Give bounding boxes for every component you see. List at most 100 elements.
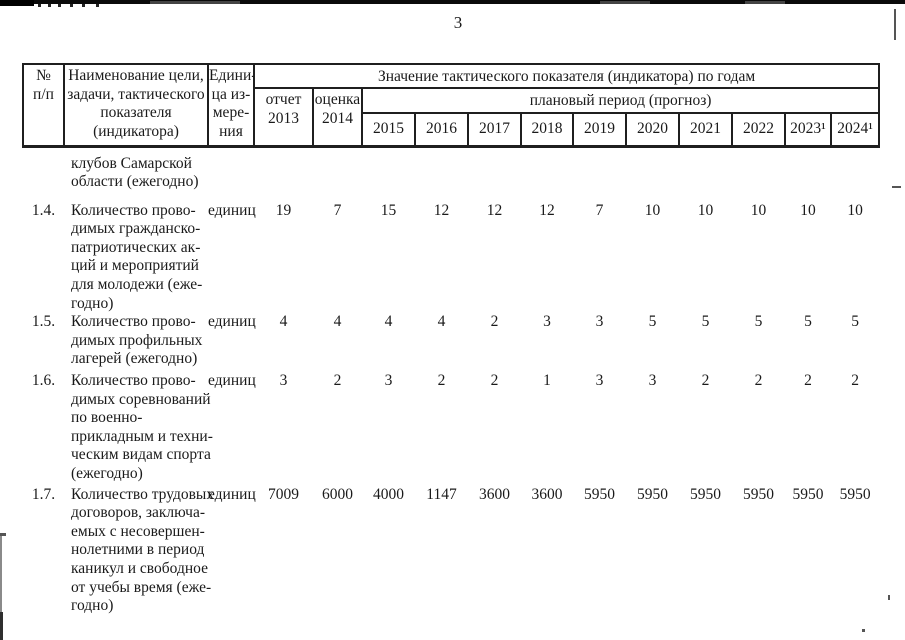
row-value-cell: 12 <box>486 201 503 219</box>
row-value-cell: 10 <box>697 201 714 219</box>
row-value-cell: 15 <box>380 201 397 219</box>
row-name-cell: Количество трудовых договоров, заключа- … <box>71 485 215 615</box>
scan-artifact-right-dash <box>892 186 901 188</box>
scan-artifact-top-bar-left <box>0 0 34 6</box>
row-value-cell <box>831 146 879 192</box>
header-cell-unit: Едини- ца из- мере- ния <box>207 63 255 148</box>
scan-artifact-tick <box>70 4 73 7</box>
row-value-cell: 10 <box>644 201 661 219</box>
header-cell-year: 2015 <box>361 112 416 148</box>
header-cell-2013: отчет 2013 <box>253 87 314 148</box>
row-value-cell <box>415 146 468 192</box>
row-value-cell <box>313 146 362 192</box>
table-row: 1.4. Количество прово- димых гражданско-… <box>23 192 879 314</box>
indicators-table-wrap: № п/п Наименование цели, задачи, тактиче… <box>22 63 881 616</box>
row-value-cell: 6000 <box>322 485 353 503</box>
row-unit-cell: единиц <box>208 201 256 219</box>
row-num-cell: 1.6. <box>31 372 56 390</box>
row-value-cell: 4 <box>333 313 342 331</box>
header-cell-year: 2018 <box>520 112 574 148</box>
row-value-cell: 3 <box>595 372 604 390</box>
row-value-cell: 2 <box>437 372 446 390</box>
header-cell-year: 2022 <box>731 112 786 148</box>
header-cell-year: 2021 <box>678 112 733 148</box>
row-value-cell: 5950 <box>743 485 774 503</box>
table-row: клубов Самарской области (ежегодно) <box>23 146 879 192</box>
scan-artifact-tick <box>48 4 51 7</box>
header-cell-year: 2023¹ <box>784 112 832 148</box>
row-value-cell: 2 <box>701 372 710 390</box>
header-cell-year: 2024¹ <box>829 112 881 148</box>
row-value-cell: 10 <box>800 201 816 219</box>
row-value-cell: 5950 <box>792 485 824 503</box>
row-value-cell: 2 <box>851 372 859 390</box>
row-value-cell: 3 <box>279 372 288 390</box>
row-name-cell: Количество прово- димых гражданско- патр… <box>71 201 203 312</box>
header-group-plan: плановый период (прогноз) <box>360 87 881 114</box>
row-value-cell: 5950 <box>584 485 615 503</box>
row-unit-cell: единиц <box>208 313 256 331</box>
header-cell-year: 2016 <box>414 112 469 148</box>
row-name-cell: Количество прово- димых соревнований по … <box>71 372 213 482</box>
row-value-cell: 12 <box>539 201 555 219</box>
row-value-cell: 3 <box>384 372 393 390</box>
row-value-cell <box>468 146 521 192</box>
row-value-cell: 7 <box>595 201 604 219</box>
scan-artifact-soft-bar <box>600 1 650 4</box>
header-cell-2014: оценка 2014 <box>312 87 363 148</box>
row-value-cell: 4 <box>437 313 446 331</box>
table-row: 1.6. Количество прово- димых соревновани… <box>23 369 879 484</box>
row-unit-cell <box>208 146 254 192</box>
row-value-cell: 3600 <box>479 485 510 503</box>
row-value-cell: 5 <box>851 313 859 331</box>
row-value-cell <box>626 146 679 192</box>
row-value-cell: 3 <box>543 313 551 331</box>
row-value-cell: 5950 <box>839 485 871 503</box>
row-value-cell: 5 <box>804 313 812 331</box>
row-value-cell: 12 <box>433 201 450 219</box>
header-cell-num: № п/п <box>22 63 65 148</box>
row-value-cell: 2 <box>333 372 342 390</box>
row-unit-cell: единиц <box>208 485 256 503</box>
row-value-cell: 7 <box>333 201 342 219</box>
row-value-cell <box>254 146 313 192</box>
row-num-cell: 1.5. <box>31 313 56 331</box>
row-value-cell: 7009 <box>268 485 299 503</box>
row-value-cell: 5950 <box>637 485 668 503</box>
scan-artifact-soft-bar <box>150 1 240 4</box>
indicators-table: № п/п Наименование цели, задачи, тактиче… <box>22 63 881 616</box>
header-cell-year: 2019 <box>572 112 627 148</box>
row-value-cell <box>785 146 831 192</box>
scan-artifact-left-line <box>0 536 2 612</box>
scan-artifact-top-bar <box>0 0 905 4</box>
row-value-cell <box>362 146 415 192</box>
header-group-values: Значение тактического показателя (индика… <box>252 63 881 89</box>
scan-artifact-left-line-dark <box>0 612 3 640</box>
row-value-cell: 3 <box>648 372 657 390</box>
header-cell-name: Наименование цели, задачи, тактического … <box>63 63 209 148</box>
page-number: 3 <box>453 13 463 32</box>
row-value-cell: 10 <box>847 201 863 219</box>
row-value-cell: 1147 <box>426 485 457 503</box>
row-name-cell: Количество прово- димых профильных лагер… <box>71 313 203 368</box>
row-value-cell: 5 <box>701 313 710 331</box>
row-value-cell: 5950 <box>690 485 721 503</box>
row-value-cell: 2 <box>804 372 812 390</box>
row-value-cell <box>679 146 732 192</box>
table-header: № п/п Наименование цели, задачи, тактиче… <box>22 63 881 148</box>
row-num-cell <box>23 146 64 192</box>
row-value-cell: 2 <box>490 372 499 390</box>
scan-artifact-dot <box>888 595 890 600</box>
table-row: 1.7. Количество трудовых договоров, закл… <box>23 484 879 616</box>
scan-artifact-dot <box>862 629 865 632</box>
table-body: клубов Самарской области (ежегодно) 1.4.… <box>23 146 879 616</box>
header-cell-year: 2017 <box>467 112 522 148</box>
scan-artifact-right-line <box>894 9 896 40</box>
row-value-cell: 4000 <box>373 485 404 503</box>
row-value-cell: 3 <box>595 313 604 331</box>
row-value-cell <box>521 146 573 192</box>
row-num-cell: 1.7. <box>31 485 56 503</box>
scan-artifact-tick <box>58 4 61 7</box>
table-row: 1.5. Количество прово- димых профильных … <box>23 313 879 369</box>
